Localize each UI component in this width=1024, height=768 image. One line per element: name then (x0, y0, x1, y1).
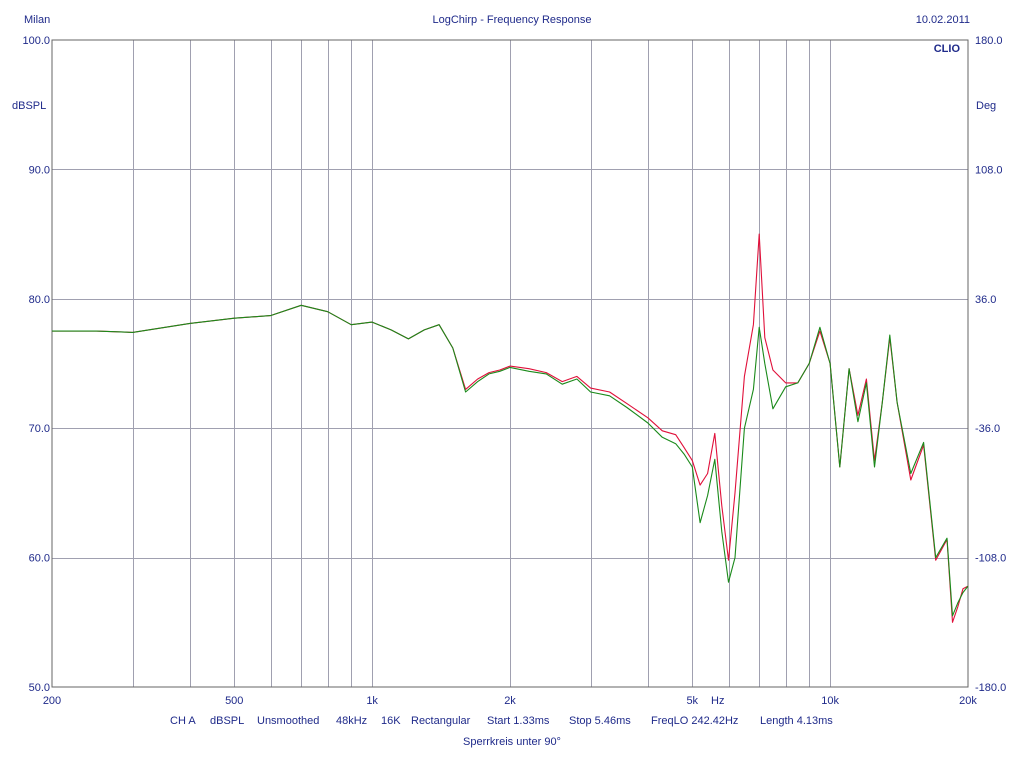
x-tick-label: 10k (821, 695, 839, 707)
footer-setting: Unsmoothed (257, 715, 319, 727)
x-axis-ticks: 200 500 1k 2k 5k 10k 20k (43, 695, 978, 707)
y2-tick-label: 36.0 (975, 294, 996, 306)
measurement-settings: CH A dBSPL Unsmoothed 48kHz 16K Rectangular St… (170, 715, 833, 727)
y-tick-label: 70.0 (29, 423, 50, 435)
footer-setting: dBSPL (210, 715, 244, 727)
footer-setting: Start 1.33ms (487, 715, 550, 727)
footer-setting: CH A (170, 715, 196, 727)
y-tick-label: 100.0 (22, 35, 50, 47)
footer-setting: Stop 5.46ms (569, 715, 631, 727)
y-axis-ticks: 50.0 60.0 70.0 80.0 90.0 100.0 (22, 35, 50, 694)
y-tick-label: 90.0 (29, 164, 50, 176)
y2-tick-label: 108.0 (975, 164, 1003, 176)
brand-label: CLIO (934, 43, 961, 55)
footer-setting: 16K (381, 715, 401, 727)
y-tick-label: 60.0 (29, 553, 50, 565)
footer-note: Sperrkreis unter 90° (463, 736, 561, 748)
footer-setting: FreqLO 242.42Hz (651, 715, 738, 727)
y-axis-label: dBSPL (12, 100, 46, 112)
footer-setting: Length 4.13ms (760, 715, 833, 727)
y2-tick-label: -36.0 (975, 423, 1000, 435)
footer-setting: 48kHz (336, 715, 367, 727)
y2-tick-label: -180.0 (975, 682, 1006, 694)
x-tick-label: 2k (504, 695, 516, 707)
y2-tick-label: -108.0 (975, 553, 1006, 565)
x-tick-label: 200 (43, 695, 61, 707)
x-tick-label: 500 (225, 695, 243, 707)
footer-setting: Rectangular (411, 715, 471, 727)
y2-axis-label: Deg (976, 100, 996, 112)
plot-frame (51, 39, 969, 688)
series-line (52, 304, 969, 617)
y-tick-label: 50.0 (29, 682, 50, 694)
vertical-grid (133, 40, 831, 687)
x-axis-label: Hz (711, 695, 724, 707)
x-tick-label: 1k (366, 695, 378, 707)
header-left: Milan (24, 14, 50, 26)
horizontal-grid (52, 169, 968, 559)
y-tick-label: 80.0 (29, 294, 50, 306)
x-tick-label: 5k (686, 695, 698, 707)
x-tick-label: 20k (959, 695, 977, 707)
y2-tick-label: 180.0 (975, 35, 1003, 47)
y2-axis-ticks: -180.0 -108.0 -36.0 36.0 108.0 180.0 (975, 35, 1006, 694)
header-title: LogChirp - Frequency Response (433, 14, 592, 26)
header-date: 10.02.2011 (916, 14, 970, 26)
series-layer (52, 233, 969, 623)
